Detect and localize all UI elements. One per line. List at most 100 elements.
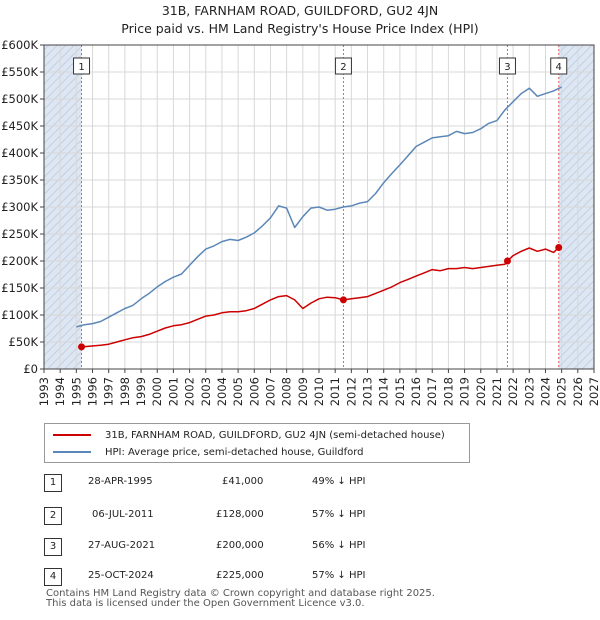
y-tick-label: £600K (1, 38, 38, 52)
x-tick-label: 2024 (538, 377, 552, 406)
x-tick-label: 2009 (296, 377, 310, 406)
x-tick-label: 2002 (183, 377, 197, 406)
annotation-badge (550, 57, 568, 75)
x-tick-label: 2013 (361, 377, 375, 406)
footer-credits: Contains HM Land Registry data © Crown c… (46, 589, 435, 609)
x-tick-label: 2017 (425, 377, 439, 406)
transaction-date: 25-OCT-2024 (88, 570, 154, 581)
y-tick-label: £350K (1, 173, 38, 187)
legend-label-property: 31B, FARNHAM ROAD, GUILDFORD, GU2 4JN (s… (105, 429, 445, 441)
x-tick-label: 2021 (490, 377, 504, 406)
price-chart: £0 £50K £100K £150K £200K £250K £300K £350K £400… (1, 38, 600, 406)
x-tick-label: 2005 (231, 377, 245, 406)
sale-point (78, 343, 86, 351)
transaction-price: £128,000 (216, 509, 264, 520)
transaction-date: 06-JUL-2011 (92, 509, 154, 520)
x-tick-label: 2007 (263, 377, 277, 406)
table-row: 4 25-OCT-2024 £225,000 57% ↓ HPI (0, 568, 600, 586)
x-tick-label: 2023 (522, 377, 536, 406)
x-tick-label: 1993 (37, 377, 51, 406)
legend-item-property: 31B, FARNHAM ROAD, GUILDFORD, GU2 4JN (s… (53, 427, 445, 443)
annotation-label: 2 (340, 62, 346, 73)
y-tick-label: £450K (1, 119, 38, 133)
y-tick-label: £50K (9, 335, 39, 349)
annotation-badge (334, 57, 352, 75)
x-tick-label: 2020 (474, 377, 488, 406)
x-tick-label: 2026 (571, 377, 585, 406)
y-tick-label: £0 (23, 362, 38, 376)
y-tick-label: £550K (1, 65, 38, 79)
y-tick-label: £150K (1, 281, 38, 295)
footer-copyright: Contains HM Land Registry data © Crown c… (46, 588, 435, 599)
legend-label-hpi: HPI: Average price, semi-detached house,… (105, 446, 364, 458)
x-tick-label: 1997 (102, 377, 116, 406)
y-tick-label: £100K (1, 308, 38, 322)
transaction-badge: 1 (44, 474, 62, 492)
x-tick-label: 1996 (86, 377, 100, 406)
x-tick-label: 2000 (150, 377, 164, 406)
annotation-badge (498, 57, 516, 75)
x-tick-label: 2004 (215, 377, 229, 406)
x-tick-label: 2019 (458, 377, 472, 406)
y-tick-label: £200K (1, 254, 38, 268)
x-tick-label: 2027 (587, 377, 600, 406)
annotation-label: 1 (78, 62, 84, 73)
annotation-label: 3 (504, 62, 510, 73)
transaction-badge: 4 (44, 568, 62, 586)
x-tick-label: 2025 (555, 377, 569, 406)
hpi-series-line (76, 86, 562, 328)
x-tick-label: 2015 (393, 377, 407, 406)
transaction-badge: 3 (44, 538, 62, 556)
property-series-line (81, 246, 560, 348)
y-tick-label: £250K (1, 227, 38, 241)
x-tick-label: 2011 (328, 377, 342, 406)
title-subtitle: Price paid vs. HM Land Registry's House … (121, 21, 479, 36)
x-tick-label: 2012 (344, 377, 358, 406)
x-axis-ticks: 1993 1994 1995 1996 1997 1998 1999 2000 2001 2002… (37, 369, 600, 406)
table-row: 3 27-AUG-2021 £200,000 56% ↓ HPI (0, 538, 600, 556)
transaction-hpi: 57% ↓ HPI (312, 509, 366, 520)
transaction-hpi: 49% ↓ HPI (312, 476, 366, 487)
x-tick-label: 2008 (280, 377, 294, 406)
sale-point (339, 296, 347, 304)
transaction-hpi: 56% ↓ HPI (312, 540, 366, 551)
transaction-price: £225,000 (216, 570, 264, 581)
y-tick-label: £400K (1, 146, 38, 160)
y-tick-label: £300K (1, 200, 38, 214)
legend-item-hpi: HPI: Average price, semi-detached house,… (53, 444, 364, 460)
x-tick-label: 2003 (199, 377, 213, 406)
transaction-date: 27-AUG-2021 (88, 540, 156, 551)
transaction-price: £200,000 (216, 540, 264, 551)
sale-point (503, 257, 511, 265)
annotation-label: 4 (556, 62, 562, 73)
legend-swatch-property (53, 434, 91, 436)
transaction-date: 28-APR-1995 (88, 476, 153, 487)
annotation-badge (73, 57, 91, 75)
table-row: 1 28-APR-1995 £41,000 49% ↓ HPI (0, 474, 600, 492)
sale-points (78, 244, 563, 351)
x-tick-label: 2001 (166, 377, 180, 406)
annotation-badges: 1 2 3 4 (73, 57, 568, 75)
x-tick-label: 1994 (53, 377, 67, 406)
transaction-hpi: 57% ↓ HPI (312, 570, 366, 581)
chart-title: 31B, FARNHAM ROAD, GUILDFORD, GU2 4JN Pr… (0, 2, 600, 38)
x-tick-label: 1995 (69, 377, 83, 406)
legend: 31B, FARNHAM ROAD, GUILDFORD, GU2 4JN (s… (44, 423, 470, 463)
transaction-badge: 2 (44, 507, 62, 525)
sale-point (555, 244, 563, 251)
legend-swatch-hpi (53, 451, 91, 453)
x-tick-label: 2010 (312, 377, 326, 406)
y-axis-ticks: £0 £50K £100K £150K £200K £250K £300K £350K £400… (1, 38, 44, 376)
transaction-price: £41,000 (222, 476, 264, 487)
x-tick-label: 2006 (247, 377, 261, 406)
y-tick-label: £500K (1, 92, 38, 106)
x-tick-label: 2022 (506, 377, 520, 406)
x-tick-label: 1999 (134, 377, 148, 406)
table-row: 2 06-JUL-2011 £128,000 57% ↓ HPI (0, 507, 600, 525)
x-tick-label: 2018 (441, 377, 455, 406)
x-tick-label: 2016 (409, 377, 423, 406)
footer-licence: This data is licensed under the Open Gov… (46, 598, 365, 609)
title-address: 31B, FARNHAM ROAD, GUILDFORD, GU2 4JN (161, 3, 439, 18)
x-tick-label: 1998 (118, 377, 132, 406)
